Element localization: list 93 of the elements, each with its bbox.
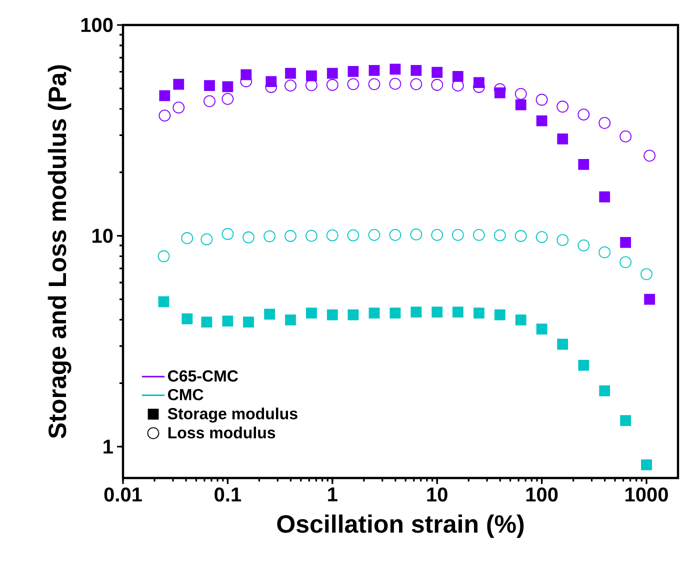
x-tick-label: 100 <box>526 487 558 502</box>
point <box>222 92 234 105</box>
point <box>347 78 360 90</box>
legend-label: CMC <box>168 388 204 400</box>
point <box>285 68 296 79</box>
point <box>620 237 632 248</box>
point <box>432 306 443 318</box>
point <box>284 80 296 92</box>
point <box>264 308 275 320</box>
point <box>158 296 170 308</box>
point <box>578 360 590 371</box>
x-tick-label: 1000 <box>626 487 668 502</box>
point <box>515 99 526 110</box>
point <box>158 250 170 262</box>
point <box>242 231 254 244</box>
point <box>326 309 338 320</box>
point <box>390 64 401 75</box>
point <box>326 229 338 242</box>
point <box>557 338 568 350</box>
point <box>578 240 590 252</box>
y-tick-label: 10 <box>92 228 113 243</box>
point <box>243 316 254 328</box>
point <box>473 308 484 319</box>
x-tick-label: 1 <box>328 487 338 502</box>
point <box>222 316 234 327</box>
x-axis-title: Oscillation strain (%) <box>277 514 524 538</box>
point <box>599 191 610 202</box>
y-axis-title: Storage and Loss modulus (Pa) <box>48 65 72 438</box>
point <box>598 246 611 258</box>
point <box>536 94 548 106</box>
point <box>620 130 632 142</box>
point <box>620 256 632 268</box>
point <box>326 68 338 79</box>
point <box>472 228 485 241</box>
point <box>326 78 338 91</box>
point <box>222 81 234 92</box>
point <box>285 314 296 326</box>
point <box>390 308 401 319</box>
point <box>222 228 234 240</box>
point <box>452 306 464 318</box>
point <box>410 64 422 76</box>
point <box>158 110 171 122</box>
annotation: Storage modulus <box>168 408 298 423</box>
x-tick-label: 0.1 <box>214 487 242 502</box>
point <box>556 234 569 246</box>
y-tick-label: 1 <box>104 440 113 454</box>
point <box>432 66 443 78</box>
point <box>557 134 568 144</box>
point <box>389 78 402 90</box>
point <box>410 78 422 90</box>
point <box>640 268 652 280</box>
point <box>599 385 610 396</box>
point <box>598 117 611 129</box>
point <box>347 229 360 242</box>
point <box>200 233 213 246</box>
point <box>556 100 569 113</box>
point <box>306 70 317 82</box>
point <box>620 415 632 426</box>
point <box>536 324 548 335</box>
point <box>368 78 380 90</box>
point <box>431 78 444 91</box>
point <box>536 231 548 244</box>
point <box>348 309 359 320</box>
point <box>284 230 296 242</box>
annotation: Loss modulus <box>168 426 276 438</box>
point <box>514 230 527 242</box>
point <box>410 306 422 318</box>
point <box>494 229 506 242</box>
point <box>494 309 506 320</box>
point <box>264 230 276 242</box>
point <box>368 308 380 319</box>
x-tick-label: 0.01 <box>104 487 142 502</box>
point <box>578 159 590 170</box>
point <box>159 90 170 102</box>
point <box>431 228 444 241</box>
point <box>368 228 380 241</box>
point <box>201 316 212 328</box>
point <box>389 228 402 241</box>
point <box>641 459 652 470</box>
legend-label: C65-CMC <box>168 370 238 382</box>
point <box>306 308 317 319</box>
point <box>514 88 527 100</box>
point <box>368 64 380 76</box>
point <box>452 71 464 82</box>
point <box>515 314 526 326</box>
point <box>452 228 464 241</box>
point <box>536 115 548 126</box>
point <box>410 228 422 240</box>
point <box>578 108 590 121</box>
point <box>306 230 318 242</box>
x-tick-label: 10 <box>427 487 448 502</box>
point <box>348 66 359 77</box>
y-tick-label: 100 <box>81 18 113 32</box>
